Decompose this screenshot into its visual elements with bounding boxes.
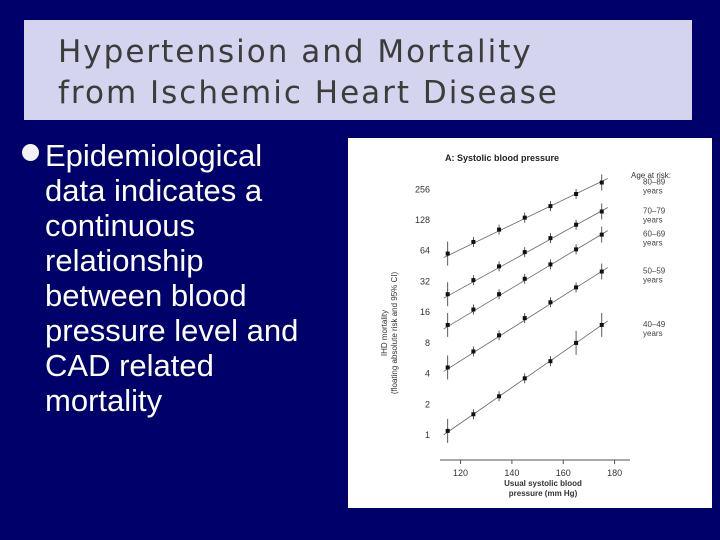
- bullet-line: data indicates a: [45, 173, 263, 208]
- series-label: 80–89: [643, 178, 666, 187]
- y-tick-label: 1: [425, 430, 430, 440]
- data-point: [471, 349, 476, 354]
- series-label: 70–79: [643, 207, 666, 216]
- data-point: [497, 292, 502, 297]
- data-point: [574, 222, 579, 227]
- data-point: [599, 322, 604, 327]
- data-point: [599, 232, 604, 237]
- data-point: [522, 215, 527, 220]
- data-point: [497, 333, 502, 338]
- y-tick-label: 256: [415, 184, 430, 194]
- data-point: [548, 236, 553, 241]
- chart-panel: A: Systolic blood pressure Age at risk: …: [348, 138, 712, 508]
- data-point: [471, 412, 476, 417]
- mortality-chart: A: Systolic blood pressure Age at risk: …: [380, 153, 671, 498]
- data-point: [497, 264, 502, 269]
- data-point: [548, 359, 553, 364]
- y-tick-label: 32: [420, 276, 430, 286]
- data-point: [471, 307, 476, 312]
- data-point: [471, 278, 476, 283]
- x-axis-label-line-2: pressure (mm Hg): [509, 489, 578, 498]
- data-point: [599, 269, 604, 274]
- bullet-line: between blood: [45, 278, 247, 313]
- slide-title-line-1: Hypertension and Mortality: [58, 34, 533, 70]
- series-label: 40–49: [643, 320, 666, 329]
- data-point: [574, 247, 579, 252]
- title-box: Hypertension and Mortality from Ischemic…: [24, 20, 692, 120]
- data-point: [548, 300, 553, 305]
- bullet-line: Epidemiological: [45, 138, 263, 173]
- data-point: [599, 180, 604, 185]
- y-tick-label: 8: [425, 338, 430, 348]
- data-point: [497, 394, 502, 399]
- data-point: [599, 209, 604, 214]
- bullet-text: Epidemiological data indicates a continu…: [45, 138, 345, 418]
- x-tick-label: 160: [556, 468, 571, 478]
- y-tick-label: 64: [420, 246, 430, 256]
- data-point: [574, 340, 579, 345]
- bullet-line: mortality: [45, 383, 163, 418]
- data-point: [548, 204, 553, 209]
- series-label: years: [643, 276, 663, 285]
- series-label: 50–59: [643, 267, 666, 276]
- slide-title-line-2: from Ischemic Heart Disease: [58, 75, 559, 111]
- y-tick-label: 4: [425, 369, 430, 379]
- y-tick-label: 16: [420, 307, 430, 317]
- data-point: [548, 262, 553, 267]
- x-tick-label: 140: [504, 468, 519, 478]
- data-point: [522, 276, 527, 281]
- x-tick-label: 180: [607, 468, 622, 478]
- data-point: [522, 316, 527, 321]
- y-tick-label: 2: [425, 399, 430, 409]
- series-label: years: [643, 216, 663, 225]
- x-tick-label: 120: [453, 468, 468, 478]
- data-point: [522, 250, 527, 255]
- data-point: [471, 239, 476, 244]
- y-axis-label-line-1: IHD mortality: [380, 310, 389, 356]
- series-label: years: [643, 187, 663, 196]
- series-label: years: [643, 329, 663, 338]
- bullet-icon: [22, 144, 39, 161]
- data-point: [522, 376, 527, 381]
- data-point: [445, 428, 450, 433]
- bullet-line: CAD related: [45, 348, 214, 383]
- legend-title: Age at risk:: [631, 171, 671, 180]
- bullet-line: relationship: [45, 243, 204, 278]
- y-axis-label-line-2: (floating absolute risk and 95% CI): [390, 272, 399, 395]
- data-point: [497, 227, 502, 232]
- y-tick-label: 128: [415, 215, 430, 225]
- chart-title: A: Systolic blood pressure: [445, 153, 559, 163]
- bullet-line: continuous: [45, 208, 195, 243]
- bullet-line: pressure level and: [45, 313, 299, 348]
- series-label: years: [643, 239, 663, 248]
- data-point: [445, 292, 450, 297]
- data-point: [445, 251, 450, 256]
- data-point: [445, 322, 450, 327]
- data-point: [445, 365, 450, 370]
- data-point: [574, 192, 579, 197]
- data-point: [574, 285, 579, 290]
- x-axis-label-line-1: Usual systolic blood: [504, 479, 582, 488]
- series-label: 60–69: [643, 230, 666, 239]
